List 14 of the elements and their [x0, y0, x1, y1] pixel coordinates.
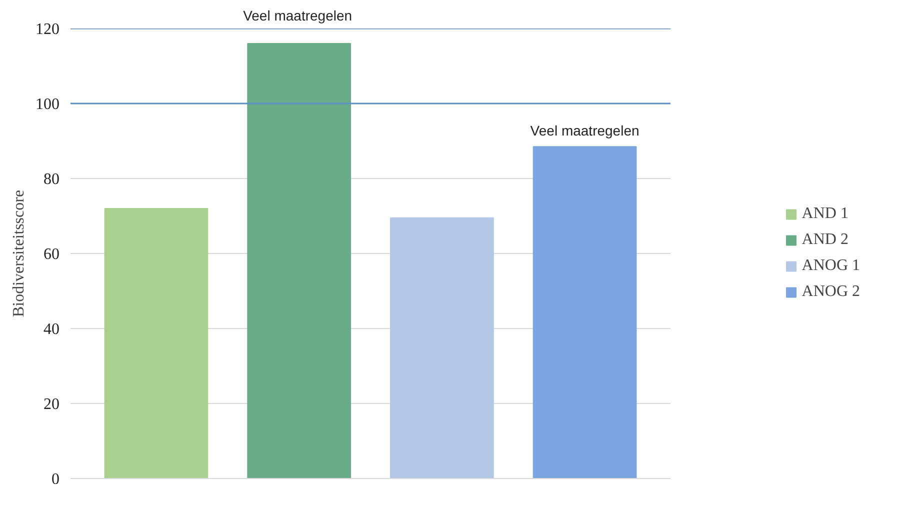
text: Veel maatregelen — [243, 8, 352, 24]
legend-label: AND 1 — [802, 205, 848, 223]
annotation: Veel maatregelen — [530, 122, 640, 139]
y-axis-title: Biodiversiteitsscore — [10, 190, 28, 318]
y-tick-label: 60 — [44, 246, 60, 263]
y-tick-label: 20 — [44, 396, 60, 413]
legend-label: ANOG 1 — [802, 257, 860, 275]
legend-label: AND 2 — [802, 231, 848, 249]
y-tick-label: 100 — [36, 96, 60, 113]
y-tick-label: 120 — [36, 21, 60, 38]
legend-label: ANOG 2 — [802, 283, 860, 301]
y-tick-label: 0 — [52, 471, 60, 488]
y-tick-label: 80 — [44, 171, 60, 188]
y-tick-label: 40 — [44, 321, 60, 338]
